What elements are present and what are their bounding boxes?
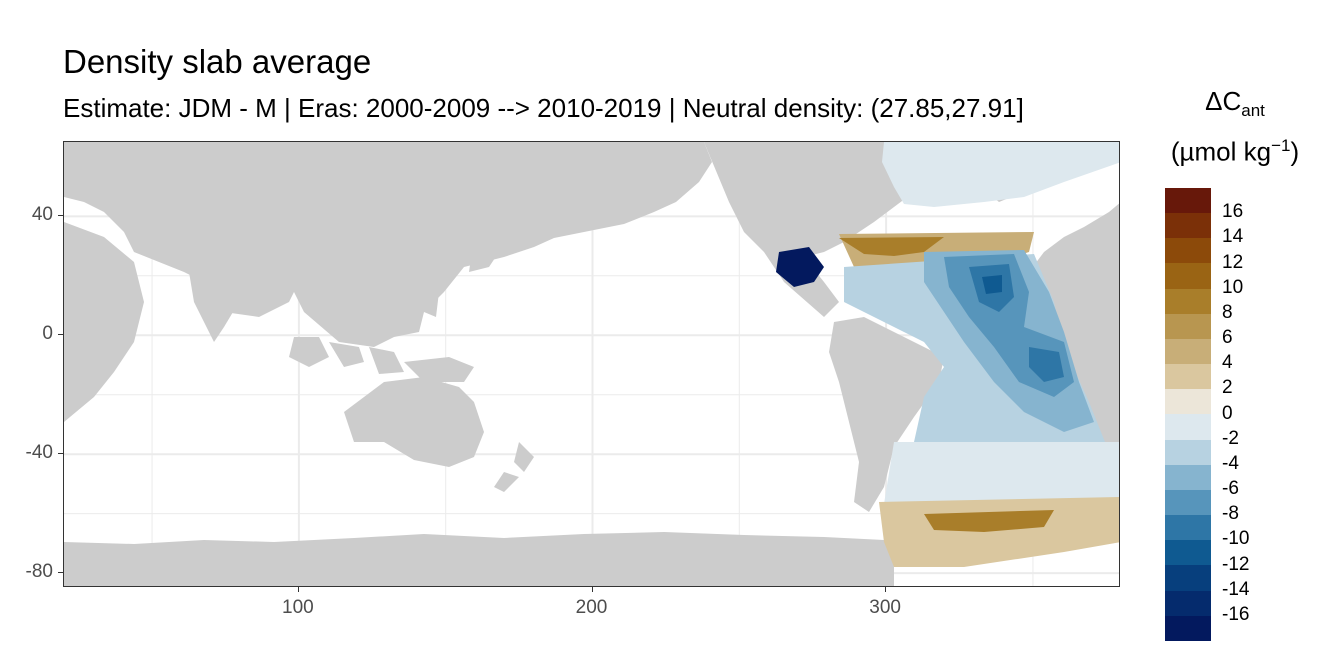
legend-label: 6 [1222, 327, 1233, 348]
x-tick-label: 100 [282, 597, 314, 618]
y-tick-mark [58, 334, 63, 336]
land-eurasia [64, 142, 712, 347]
colorbar-segment [1165, 414, 1211, 440]
legend-unit: (µmol kg−1) [1170, 136, 1300, 167]
field-east-core-deep [969, 264, 1064, 382]
field-south-atlantic [884, 442, 1119, 504]
colorbar-segment [1165, 464, 1211, 490]
map-panel [63, 141, 1120, 587]
y-tick-mark [58, 215, 63, 217]
colorbar-segment [1165, 590, 1211, 616]
y-tick-label: 40 [31, 204, 53, 226]
map-canvas [64, 142, 1119, 586]
legend-label: 12 [1222, 251, 1244, 273]
field-labrador [882, 142, 1119, 207]
colorbar-segment [1165, 263, 1211, 289]
legend-label: 4 [1222, 352, 1233, 374]
legend-label: -14 [1222, 578, 1250, 600]
colorbar-segment [1165, 364, 1211, 390]
colorbar-segment [1165, 338, 1211, 365]
colorbar-segment [1165, 515, 1211, 541]
legend-label: 8 [1222, 301, 1233, 323]
x-tick-mark [885, 587, 887, 592]
colorbar-segment [1165, 238, 1211, 264]
plot-title: Density slab average [63, 43, 372, 80]
x-tick-mark [297, 587, 299, 592]
legend-colorbar [1165, 188, 1211, 641]
colorbar-segment [1165, 615, 1211, 641]
field-gulf-of-mexico [776, 247, 824, 287]
colorbar-segment [1165, 389, 1211, 415]
land-indonesia [289, 337, 474, 382]
land-newzealand [494, 442, 534, 492]
colorbar-segment [1165, 565, 1211, 591]
field-north-front-warm [839, 237, 944, 256]
plot-subtitle: Estimate: JDM - M | Eras: 2000-2009 --> … [63, 93, 1024, 123]
land-europe-africa [1024, 203, 1119, 469]
legend-label: -4 [1222, 452, 1239, 474]
y-tick-label: -80 [25, 561, 53, 583]
field-east-core-min [982, 275, 1002, 294]
x-tick-label: 200 [575, 597, 608, 618]
y-tick-label: 0 [42, 323, 53, 345]
colorbar-segment [1165, 288, 1211, 314]
y-tick-mark [58, 453, 63, 455]
legend-label: -2 [1222, 427, 1239, 449]
field-weddell [924, 510, 1054, 532]
colorbar-segment [1165, 439, 1211, 465]
legend-label: 2 [1222, 377, 1233, 399]
legend-label: 14 [1222, 226, 1244, 248]
colorbar-segment [1165, 313, 1211, 339]
y-tick-label: -40 [25, 442, 53, 464]
x-tick-label: 300 [869, 597, 901, 618]
delta-cant-field [776, 142, 1119, 567]
legend-label: -8 [1222, 503, 1239, 525]
legend-label: -12 [1222, 553, 1250, 575]
legend-title: ΔCant [1205, 86, 1265, 121]
land-australia [344, 377, 484, 467]
land-japan [424, 232, 499, 317]
legend-label: 0 [1222, 402, 1233, 424]
colorbar-segment [1165, 540, 1211, 566]
legend-label: -10 [1222, 528, 1250, 550]
land-india [189, 272, 239, 342]
land-south-america [829, 317, 944, 512]
legend-label: -16 [1222, 603, 1250, 625]
y-tick-mark [58, 572, 63, 574]
colorbar-segment [1165, 489, 1211, 516]
field-southern-ocean [879, 497, 1119, 567]
legend-label: 16 [1222, 201, 1244, 223]
land-antarctica [64, 532, 894, 586]
colorbar-segment [1165, 188, 1211, 214]
legend-label: 10 [1222, 276, 1244, 298]
colorbar-segment [1165, 213, 1211, 239]
legend-label: -6 [1222, 478, 1239, 499]
x-tick-mark [591, 587, 593, 592]
land-africa-west [64, 222, 144, 422]
